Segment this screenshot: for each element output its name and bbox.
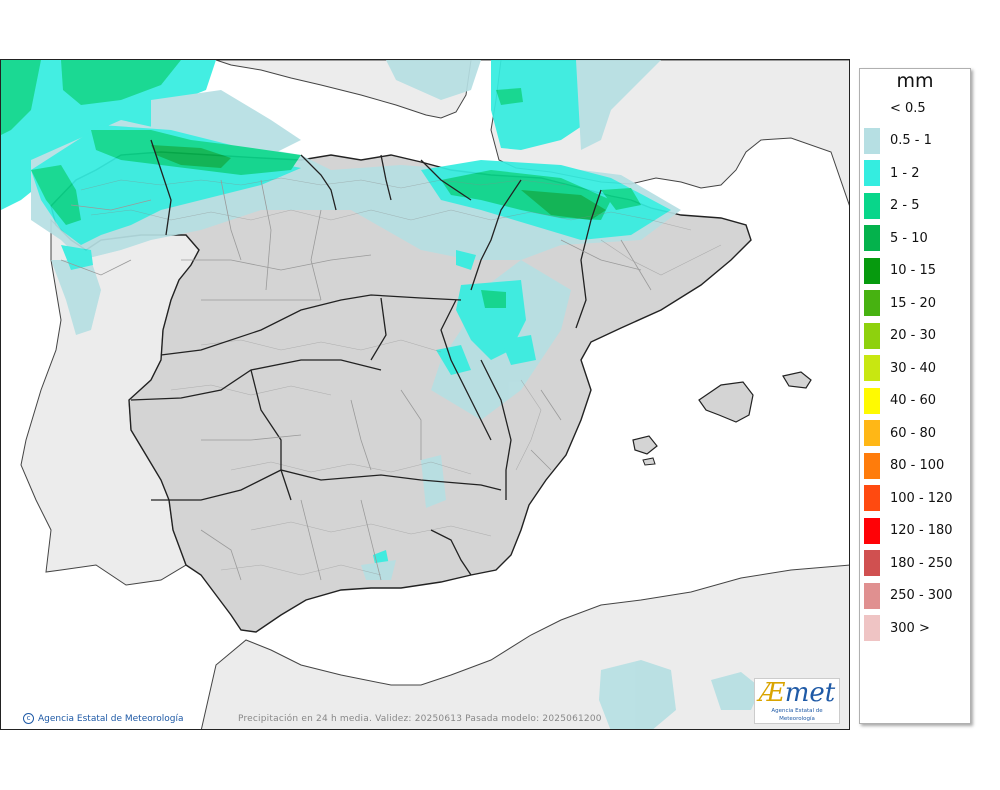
legend-label: 15 - 20: [890, 295, 937, 311]
mallorca-island: [698, 381, 754, 423]
legend-item: 0.5 - 1: [864, 127, 932, 154]
legend-swatch: [864, 550, 880, 576]
legend-swatch: [864, 420, 880, 446]
legend-item: 2 - 5: [864, 192, 920, 219]
legend-item: 10 - 15: [864, 257, 937, 284]
precipitation-legend: mm < 0.5 0.5 - 1 1 - 2 2 - 5 5 - 10 10 - 15 15…: [859, 68, 971, 724]
legend-label: 30 - 40: [890, 360, 937, 376]
legend-item: 180 - 250: [864, 550, 953, 576]
legend-label: 180 - 250: [890, 555, 953, 571]
legend-swatch: [864, 95, 880, 121]
legend-item: 5 - 10: [864, 225, 928, 251]
province-borders: [60, 179, 652, 581]
legend-label: 20 - 30: [890, 328, 937, 343]
legend-unit: mm: [896, 70, 934, 92]
legend-label: < 0.5: [890, 100, 926, 116]
legend-item: 15 - 20: [864, 290, 936, 316]
legend-swatch: [864, 485, 880, 511]
agency-credit-text: Agencia Estatal de Meteorología: [38, 713, 184, 724]
legend-swatch: [864, 387, 880, 414]
legend-swatch: [864, 355, 880, 381]
copyright-icon: c: [23, 713, 34, 724]
legend-label: 80 - 100: [890, 458, 945, 473]
legend-label: 300 >: [890, 620, 930, 636]
legend-swatch: [864, 127, 880, 154]
legend-item: 1 - 2: [864, 160, 920, 186]
aemet-logo-subtitle: Agencia Estatal de Meteorología: [771, 708, 823, 722]
legend-label: 120 - 180: [890, 523, 953, 538]
map-caption: Precipitación en 24 h media. Validez: 20…: [238, 714, 602, 724]
legend-swatch: [864, 192, 880, 219]
formentera-island: [642, 457, 656, 466]
legend-swatch: [864, 322, 880, 349]
precipitation-map[interactable]: c Agencia Estatal de Meteorología Precip…: [0, 59, 850, 730]
ibiza-island: [632, 435, 658, 455]
legend-swatch: [864, 452, 880, 479]
aemet-logo-mark: Æmet: [758, 678, 836, 708]
legend-swatch: [864, 615, 880, 641]
legend-item: 60 - 80: [864, 420, 936, 446]
africa-land: [200, 564, 849, 729]
legend-label: 5 - 10: [890, 230, 928, 246]
legend-swatch: [864, 257, 880, 284]
legend-item: 120 - 180: [864, 517, 953, 544]
map-canvas: [1, 60, 849, 729]
aemet-logo: Æmet Agencia Estatal de Meteorología: [754, 678, 840, 724]
precipitation-overlay: [1, 60, 761, 729]
relief-texture: [80, 177, 722, 576]
legend-swatch: [864, 517, 880, 544]
legend-label: 0.5 - 1: [890, 133, 932, 148]
legend-swatch: [864, 582, 880, 609]
legend-swatch: [864, 160, 880, 186]
legend-label: 100 - 120: [890, 490, 953, 506]
legend-swatch: [864, 225, 880, 251]
legend-item: 100 - 120: [864, 485, 953, 511]
legend-label: 60 - 80: [890, 425, 937, 441]
spain-land: [50, 151, 752, 633]
legend-item: 40 - 60: [864, 387, 937, 414]
agency-credit: c Agencia Estatal de Meteorología: [23, 713, 184, 724]
legend-label: 250 - 300: [890, 588, 953, 603]
legend-label: 1 - 2: [890, 165, 920, 181]
legend-swatch: [864, 290, 880, 316]
menorca-island: [782, 371, 812, 389]
regional-borders: [130, 139, 602, 576]
legend-item: 20 - 30: [864, 322, 937, 349]
legend-label: 2 - 5: [890, 198, 920, 213]
legend-item: 30 - 40: [864, 355, 936, 381]
legend-item: 300 >: [864, 615, 930, 641]
legend-label: 40 - 60: [890, 393, 937, 408]
legend-item: 250 - 300: [864, 582, 953, 609]
legend-label: 10 - 15: [890, 263, 937, 278]
legend-item: < 0.5: [864, 95, 926, 121]
legend-item: 80 - 100: [864, 452, 945, 479]
